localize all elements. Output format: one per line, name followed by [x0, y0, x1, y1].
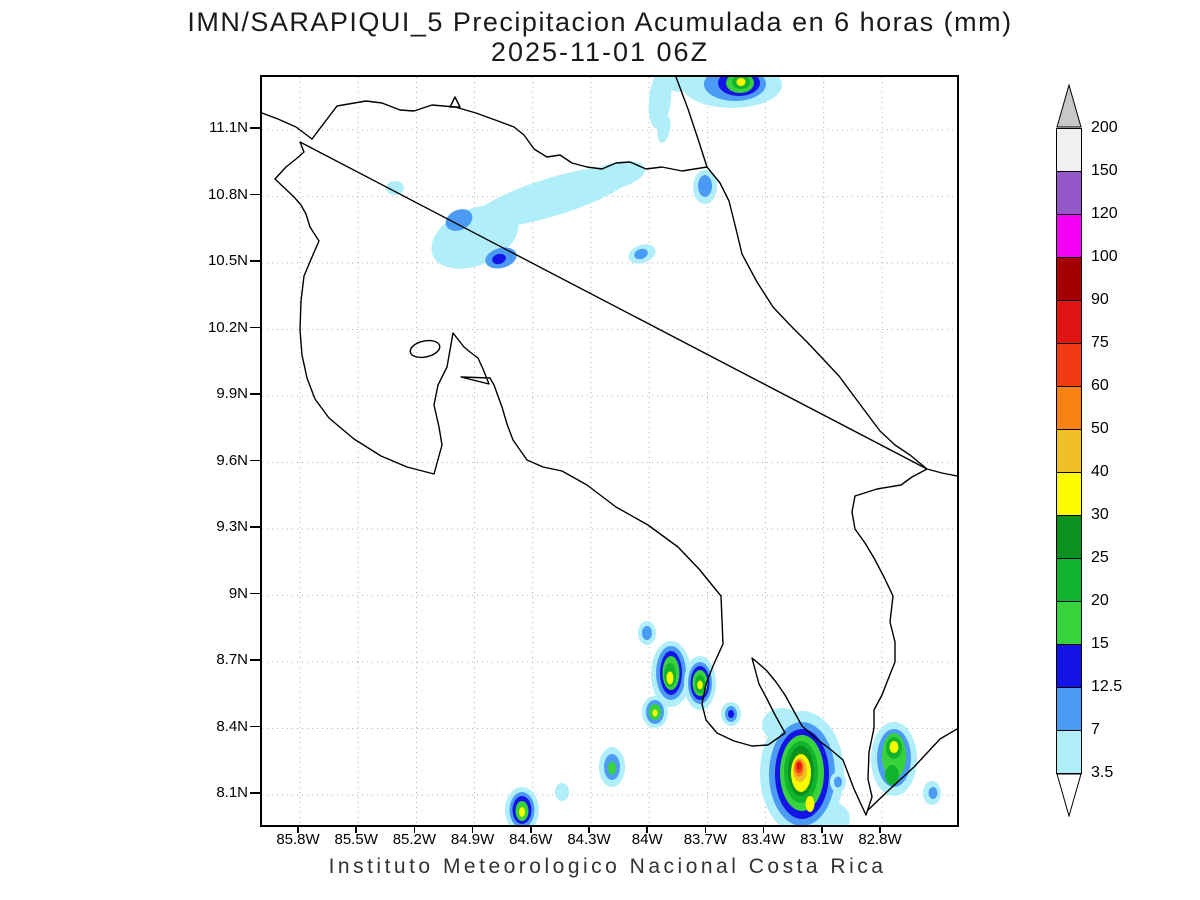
x-axis-tick: [588, 825, 590, 833]
colorbar-segment: [1056, 601, 1082, 645]
x-axis-label: 84W: [631, 831, 663, 848]
map-plot-area: [260, 75, 959, 827]
colorbar-top-arrow: [1056, 84, 1082, 128]
colorbar-segment: [1056, 429, 1082, 473]
y-axis-tick: [250, 659, 260, 661]
colorbar-segment: [1056, 558, 1082, 602]
x-axis-tick: [762, 825, 765, 833]
colorbar-label: 40: [1091, 463, 1109, 480]
x-axis-label: 83.7W: [683, 831, 728, 848]
grid-layer: [262, 77, 957, 825]
y-axis-tick: [250, 459, 260, 462]
y-axis-label: 8.4N: [216, 717, 248, 735]
y-axis-tick: [250, 193, 260, 196]
colorbar-label: 30: [1091, 506, 1109, 523]
x-axis-label: 85.8W: [276, 831, 320, 848]
y-axis-label: 9N: [228, 584, 248, 602]
x-axis-tick: [704, 825, 707, 833]
x-axis-label: 83.4W: [741, 831, 786, 848]
map-svg: [262, 77, 957, 825]
colorbar-label: 75: [1091, 334, 1109, 351]
x-axis-label: 84.6W: [509, 831, 553, 848]
x-axis-tick: [413, 825, 416, 833]
y-axis-tick: [250, 526, 260, 528]
y-axis-tick: [250, 393, 260, 395]
colorbar-label: 15: [1091, 635, 1109, 652]
colorbar-segment: [1056, 472, 1082, 516]
chira-island: [409, 339, 441, 359]
colorbar-label: 90: [1091, 291, 1109, 308]
x-axis-tick: [646, 825, 648, 833]
costa-rica-outline: [274, 100, 957, 816]
y-axis-label: 9.3N: [216, 518, 248, 535]
colorbar-label: 120: [1091, 205, 1118, 222]
x-axis-label: 82.8W: [858, 831, 902, 848]
chart-subtitle: 2025-11-01 06Z: [490, 37, 710, 67]
x-axis-tick: [530, 825, 532, 833]
y-axis-label: 8.1N: [216, 784, 248, 801]
y-axis-label: 11.1N: [209, 119, 248, 136]
colorbar-label: 12.5: [1091, 678, 1123, 695]
y-axis-label: 10.2N: [207, 318, 248, 336]
y-axis-tick: [250, 260, 260, 262]
island-triangle: [449, 96, 461, 108]
colorbar-segment: [1056, 343, 1082, 387]
y-axis-tick: [250, 326, 260, 329]
x-axis-label: 84.9W: [450, 831, 495, 848]
colorbar-label: 7: [1091, 721, 1100, 738]
y-axis-tick: [250, 127, 260, 129]
x-axis-tick: [297, 825, 299, 833]
colorbar-label: 100: [1091, 248, 1118, 265]
colorbar-segment: [1056, 171, 1082, 215]
colorbar-label: 20: [1091, 592, 1109, 609]
colorbar-label: 60: [1091, 377, 1109, 394]
colorbar-segment: [1056, 515, 1082, 559]
colorbar-segment: [1056, 257, 1082, 301]
y-axis-label: 9.6N: [216, 451, 248, 469]
y-axis-tick: [250, 725, 260, 728]
y-axis-label: 8.7N: [216, 651, 248, 668]
colorbar-label: 3.5: [1091, 764, 1114, 781]
x-axis-label: 85.2W: [392, 831, 437, 848]
x-axis-tick: [821, 825, 823, 833]
x-axis-tick: [879, 825, 881, 833]
colorbar-segment: [1056, 687, 1082, 731]
panama-coastline: [867, 728, 957, 811]
chart-title: IMN/SARAPIQUI_5 Precipitacion Acumulada …: [187, 7, 1013, 37]
footer-caption: Instituto Meteorologico Nacional Costa R…: [328, 855, 887, 878]
x-axis-tick: [355, 825, 357, 833]
x-axis-label: 83.1W: [800, 831, 844, 848]
colorbar-segment: [1056, 300, 1082, 344]
y-axis-label: 10.5N: [207, 252, 248, 269]
nicaragua-coastline: [262, 77, 708, 168]
precip-layer: [386, 77, 941, 825]
x-axis-tick: [471, 825, 474, 833]
colorbar-bottom-arrow: [1056, 773, 1082, 817]
x-axis-label: 85.5W: [334, 831, 378, 848]
colorbar-segment: [1056, 386, 1082, 430]
colorbar-label: 150: [1091, 162, 1118, 179]
y-axis-label: 9.9N: [216, 385, 248, 402]
y-axis-tick: [250, 592, 260, 595]
x-axis-label: 84.3W: [567, 831, 611, 848]
colorbar-segment: [1056, 128, 1082, 172]
y-axis-label: 10.8N: [207, 185, 248, 203]
y-axis-tick: [250, 792, 260, 794]
colorbar-segment: [1056, 644, 1082, 688]
colorbar-label: 25: [1091, 549, 1109, 566]
colorbar-segment: [1056, 214, 1082, 258]
colorbar-segment: [1056, 730, 1082, 774]
colorbar-label: 200: [1091, 119, 1118, 136]
coastline-layer: [262, 77, 957, 816]
colorbar-label: 50: [1091, 420, 1109, 437]
